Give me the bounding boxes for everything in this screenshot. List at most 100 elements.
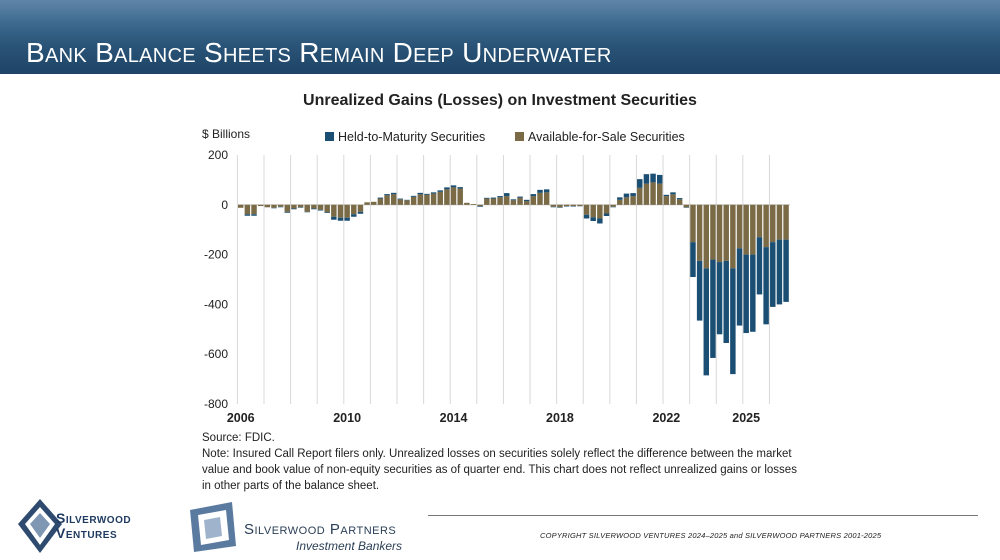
x-tick-label: 2018 <box>546 411 574 425</box>
bar-afs <box>617 199 623 205</box>
bar-afs <box>384 195 390 205</box>
bar-htm <box>590 217 596 221</box>
bar-htm <box>284 211 291 213</box>
x-tick-label: 2025 <box>732 411 760 425</box>
bar-afs <box>264 204 271 208</box>
bar-htm <box>457 187 463 189</box>
bar-afs <box>517 197 523 205</box>
bar-afs <box>424 194 430 205</box>
bar-htm <box>331 216 337 220</box>
bar-afs <box>297 204 304 208</box>
bar-afs <box>371 201 377 205</box>
bar-htm <box>583 214 590 219</box>
bar-afs <box>450 187 457 205</box>
bar-afs <box>497 197 503 205</box>
bar-afs <box>337 204 344 218</box>
bar-htm <box>710 259 716 358</box>
y-tick-label: 200 <box>208 148 228 162</box>
bar-htm <box>637 179 643 188</box>
bar-afs <box>484 198 490 205</box>
bar-afs <box>291 204 297 209</box>
bar-htm <box>730 268 736 375</box>
bar-afs <box>277 204 284 207</box>
bar-afs <box>703 204 709 269</box>
bar-htm <box>603 213 610 217</box>
bar-htm <box>444 187 450 190</box>
bar-htm <box>317 209 324 211</box>
y-axis-label: $ Billions <box>202 127 250 141</box>
y-tick-label: 0 <box>221 198 228 212</box>
bar-afs <box>284 204 291 212</box>
bar-afs <box>676 199 683 205</box>
bar-htm <box>450 185 457 188</box>
y-tick-label: -600 <box>204 347 228 361</box>
bar-afs <box>656 183 663 205</box>
bar-afs <box>311 204 317 209</box>
bar-afs <box>257 204 264 207</box>
bar-htm <box>251 214 257 216</box>
bar-htm <box>357 211 364 214</box>
bar-afs <box>710 204 716 260</box>
bar-htm <box>510 199 517 201</box>
bar-htm <box>756 237 763 295</box>
bar-htm <box>663 194 670 197</box>
bar-htm <box>743 254 749 334</box>
bar-htm <box>244 214 251 216</box>
bar-htm <box>690 242 696 278</box>
bar-htm <box>770 242 776 307</box>
bar-afs <box>603 204 610 214</box>
logo1-line1: Silverwood <box>56 510 132 526</box>
bar-htm <box>763 247 769 325</box>
chart-title: Unrealized Gains (Losses) on Investment … <box>303 92 697 109</box>
bar-afs <box>331 204 337 217</box>
bar-htm <box>783 239 789 302</box>
bar-htm <box>716 262 723 335</box>
legend-label: Available-for-Sale Securities <box>528 130 685 144</box>
bar-htm <box>417 192 424 195</box>
bar-htm <box>497 196 503 198</box>
bar-htm <box>410 195 417 197</box>
bar-afs <box>770 204 776 243</box>
bar-afs <box>750 204 756 255</box>
footer-divider <box>428 515 978 516</box>
note-text: Note: Insured Call Report filers only. U… <box>202 448 797 492</box>
bar-htm <box>384 194 390 196</box>
bar-afs <box>537 192 543 205</box>
bar-afs <box>238 204 244 208</box>
bar-htm <box>696 260 703 321</box>
bar-afs <box>577 204 583 207</box>
bar-htm <box>703 268 709 376</box>
bar-htm <box>623 193 630 198</box>
legend-swatch <box>325 132 334 141</box>
bar-afs <box>776 204 783 240</box>
bar-htm <box>390 192 397 195</box>
bar-htm <box>397 198 404 200</box>
bar-htm <box>337 217 344 221</box>
bar-afs <box>563 204 570 207</box>
bar-afs <box>590 204 596 218</box>
bar-afs <box>583 204 590 215</box>
logo2-line2: Investment Bankers <box>296 539 403 553</box>
bar-afs <box>557 204 563 208</box>
bar-afs <box>550 204 557 207</box>
bar-afs <box>444 189 450 205</box>
bar-htm <box>670 192 676 195</box>
header-banner: Bank Balance Sheets Remain Deep Underwat… <box>0 0 1000 74</box>
bar-htm <box>424 193 430 195</box>
bar-htm <box>430 192 437 194</box>
bar-afs <box>723 204 729 261</box>
bar-htm <box>776 239 783 305</box>
silverwood-ventures-logo-icon <box>18 499 62 553</box>
bar-htm <box>517 196 523 198</box>
bar-htm <box>736 248 743 326</box>
logo-silverwood-ventures: Silverwood Ventures <box>56 511 131 541</box>
source-text: Source: FDIC. <box>202 432 275 444</box>
bar-afs <box>763 204 769 248</box>
bar-afs <box>304 204 310 212</box>
bar-htm <box>377 197 384 199</box>
bar-afs <box>736 204 743 249</box>
bar-afs <box>410 196 417 205</box>
bar-htm <box>723 260 729 343</box>
bar-afs <box>377 198 384 205</box>
x-tick-label: 2006 <box>227 411 255 425</box>
